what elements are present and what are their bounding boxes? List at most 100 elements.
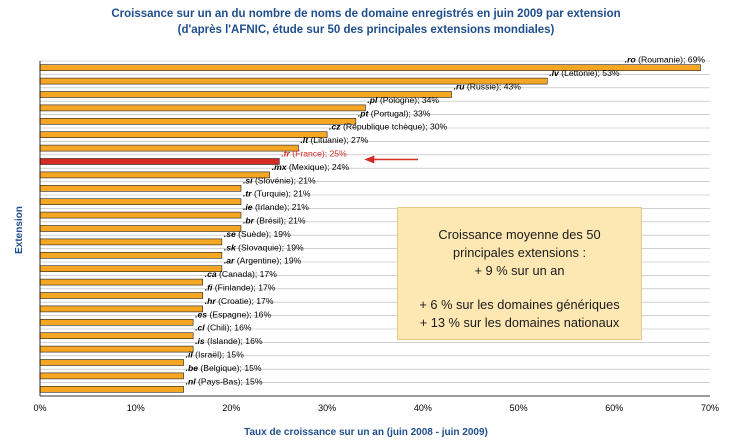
bar-label: .cl (Chili); 16% bbox=[195, 323, 252, 333]
bar-label: .nl (Pays-Bas); 15% bbox=[186, 376, 263, 386]
bar-label-extension: .fr bbox=[281, 149, 290, 159]
bar-label-extension: .ar bbox=[224, 256, 235, 266]
bar-label: .lv (Lettonie); 53% bbox=[549, 68, 620, 78]
bar bbox=[39, 144, 299, 152]
bar-label-detail: (France); 25% bbox=[290, 149, 347, 159]
bar-label-detail: (Roumanie); 69% bbox=[636, 55, 706, 65]
bar-label: .si (Slovénie); 21% bbox=[243, 175, 316, 185]
bar-label-detail: (Irlande); 21% bbox=[253, 202, 310, 212]
bar bbox=[39, 158, 280, 165]
bar-label-detail: (Islande); 16% bbox=[205, 336, 263, 346]
bar-label-extension: .fi bbox=[205, 283, 213, 293]
bar-label-extension: .is bbox=[195, 336, 205, 346]
bar bbox=[39, 292, 204, 299]
bar-label-extension: .lt bbox=[300, 135, 309, 145]
bar-label-detail: (Chili); 16% bbox=[205, 323, 252, 333]
bar-label-extension: .ro bbox=[625, 55, 636, 65]
bar-label-extension: .lv bbox=[549, 68, 560, 78]
bar bbox=[39, 211, 242, 219]
chart-subtitle: (d'après l'AFNIC, étude sur 50 des princ… bbox=[177, 24, 555, 36]
bar-label: .tr (Turquie); 21% bbox=[243, 189, 311, 199]
x-axis-title: Taux de croissance sur un an (juin 2008 … bbox=[244, 427, 488, 438]
bar-label: .pt (Portugal); 33% bbox=[358, 108, 431, 118]
bar-label-detail: (Finlande); 17% bbox=[212, 283, 275, 293]
bar bbox=[39, 385, 184, 393]
bar-label-detail: (Turquie); 21% bbox=[252, 189, 311, 199]
bar-label-extension: .ru bbox=[454, 82, 466, 92]
bar bbox=[39, 252, 223, 259]
bar-label-detail: (Slovaquie); 19% bbox=[236, 242, 304, 252]
highlight-arrow bbox=[364, 155, 418, 164]
bar bbox=[39, 372, 184, 380]
x-tick-label: 0% bbox=[33, 403, 46, 413]
bars bbox=[39, 64, 701, 393]
bar-label-extension: .il bbox=[186, 350, 194, 360]
bar-label-extension: .si bbox=[243, 175, 253, 185]
bar bbox=[39, 345, 194, 353]
bar-label: .lt (Lituanie); 27% bbox=[300, 135, 368, 145]
bar-label-detail: (Pays-Bas); 15% bbox=[196, 376, 263, 386]
bar-label-extension: .ie bbox=[243, 202, 253, 212]
bar-label-extension: .be bbox=[186, 363, 199, 373]
note-line-5: + 13 % sur les domaines nationaux bbox=[419, 315, 620, 330]
bar bbox=[39, 265, 223, 273]
bar-label: .ca (Canada); 17% bbox=[205, 269, 278, 279]
bar-label-detail: (Slovénie); 21% bbox=[253, 175, 316, 185]
bar-label-extension: .pt bbox=[358, 108, 370, 118]
bar-label-extension: .mx bbox=[272, 162, 288, 172]
x-tick-label: 40% bbox=[414, 403, 432, 413]
bar-label-detail: (Israël); 15% bbox=[193, 350, 244, 360]
bar-label-extension: .ca bbox=[205, 269, 217, 279]
bar-label: .is (Islande); 16% bbox=[195, 336, 263, 346]
bar-label-detail: (Argentine); 19% bbox=[234, 256, 301, 266]
bar bbox=[39, 359, 184, 366]
bar bbox=[39, 198, 242, 205]
x-tick-label: 20% bbox=[222, 403, 240, 413]
x-tick-labels: 0% 10% 20% 30% 40% 50% 60% 70% bbox=[33, 403, 719, 413]
bar-label: .br (Brésil); 21% bbox=[243, 216, 306, 226]
x-tick-label: 30% bbox=[318, 403, 336, 413]
bar-labels: .ro (Roumanie); 69% .lv (Lettonie); 53% .r… bbox=[186, 55, 706, 387]
bar bbox=[39, 185, 242, 192]
bar-label-detail: (Suède); 19% bbox=[236, 229, 291, 239]
bar-label-detail: (Croatie); 17% bbox=[216, 296, 274, 306]
bar bbox=[39, 171, 271, 179]
bar-label-extension: .tr bbox=[243, 189, 252, 199]
bar-label: .fr (France); 25% bbox=[281, 149, 347, 159]
bar-label-extension: .pl bbox=[367, 95, 378, 105]
x-tick-label: 70% bbox=[701, 403, 719, 413]
bar bbox=[39, 238, 223, 246]
bar-label: .mx (Mexique); 24% bbox=[272, 162, 350, 172]
bar-label-detail: (République tchèque); 30% bbox=[341, 122, 448, 132]
bar-label: .ar (Argentine); 19% bbox=[224, 256, 302, 266]
bar bbox=[39, 332, 194, 340]
bar-label: .sk (Slovaquie); 19% bbox=[224, 242, 304, 252]
note-line-1: Croissance moyenne des 50 bbox=[438, 227, 601, 242]
note-line-4: + 6 % sur les domaines génériques bbox=[419, 297, 620, 312]
bar-label-extension: .cl bbox=[195, 323, 205, 333]
x-tick-label: 10% bbox=[127, 403, 145, 413]
bar-label-extension: .se bbox=[224, 229, 236, 239]
bar-label-detail: (Belgique); 15% bbox=[198, 363, 262, 373]
bar-label: .ro (Roumanie); 69% bbox=[625, 55, 706, 65]
bar-label: .fi (Finlande); 17% bbox=[205, 283, 276, 293]
note-line-3: + 9 % sur un an bbox=[474, 263, 565, 278]
bar-label: .hr (Croatie); 17% bbox=[205, 296, 274, 306]
bar bbox=[39, 225, 242, 232]
chart-title: Croissance sur un an du nombre de noms d… bbox=[111, 8, 621, 20]
bar bbox=[39, 131, 328, 138]
bar-label: .es (Espagne); 16% bbox=[195, 309, 271, 319]
bar-label: .ru (Russie); 43% bbox=[454, 82, 522, 92]
bar-label-extension: .cz bbox=[329, 122, 341, 132]
bar-label-extension: .nl bbox=[186, 376, 197, 386]
bar-label-detail: (Portugal); 33% bbox=[368, 108, 430, 118]
note-line-2: principales extensions : bbox=[452, 245, 587, 260]
bar-label-extension: .br bbox=[243, 216, 255, 226]
bar-label-detail: (Canada); 17% bbox=[217, 269, 278, 279]
bar-label-extension: .hr bbox=[205, 296, 217, 306]
bar-label-detail: (Lettonie); 53% bbox=[559, 68, 620, 78]
bar-label: .be (Belgique); 15% bbox=[186, 363, 262, 373]
bar-label: .ie (Irlande); 21% bbox=[243, 202, 309, 212]
